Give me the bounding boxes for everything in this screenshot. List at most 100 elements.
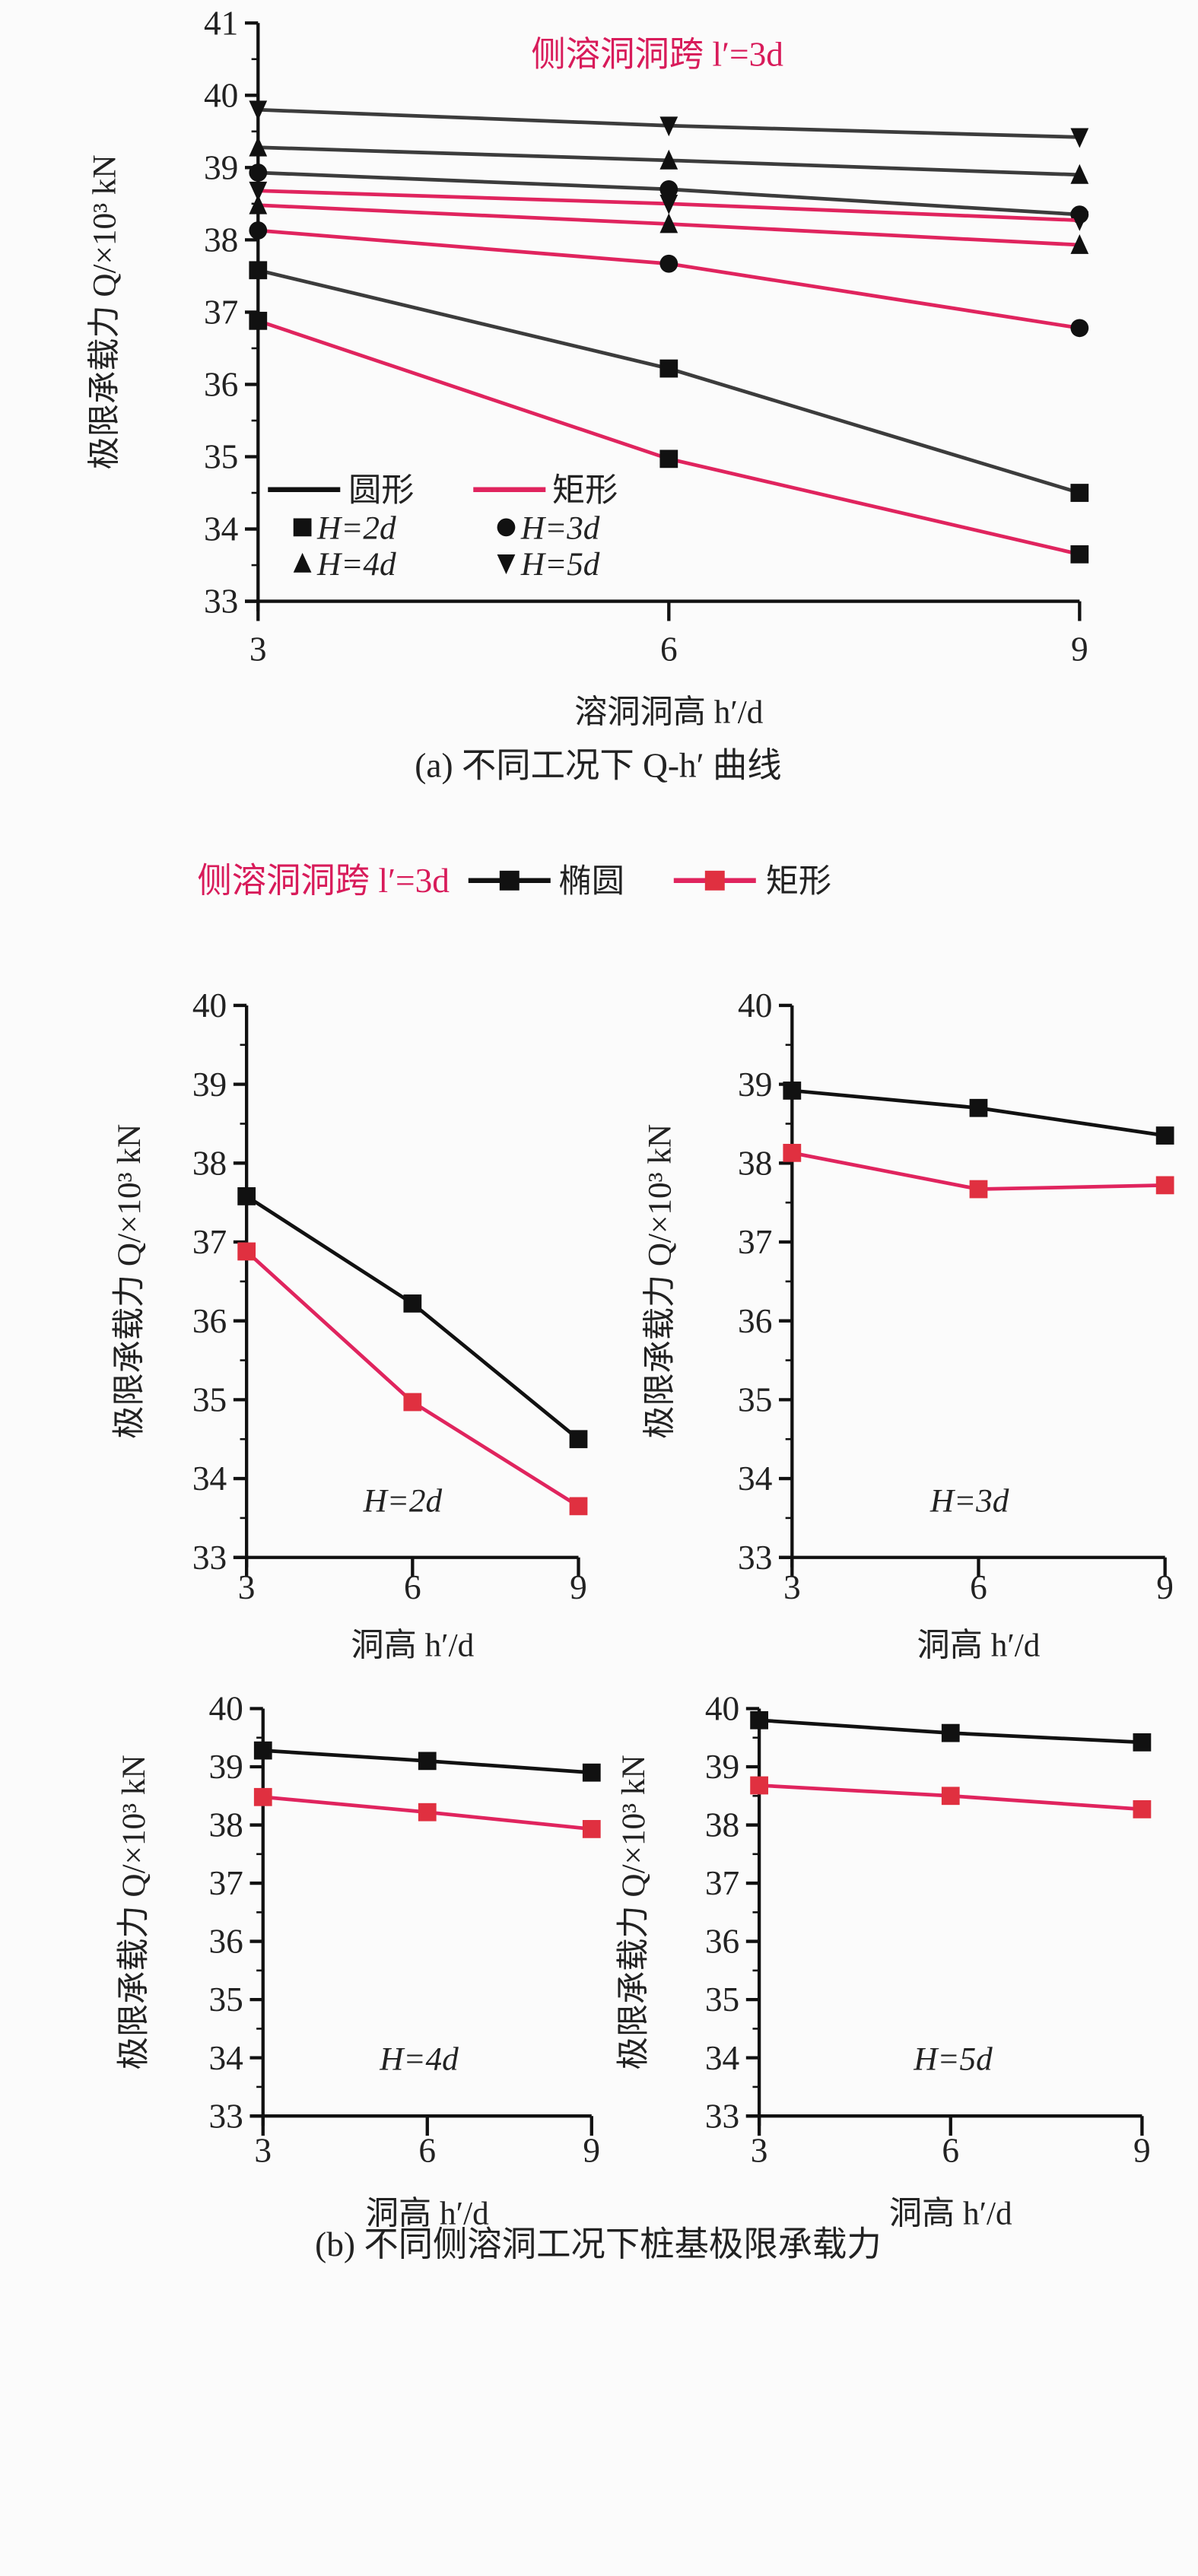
square-marker	[783, 1143, 802, 1162]
square-marker	[582, 1820, 601, 1838]
square-marker	[1070, 545, 1089, 564]
y-axis-label: 极限承载力 Q/×10³ kN	[642, 1124, 678, 1439]
y-tick-label: 36	[204, 366, 238, 404]
x-tick-label: 9	[1156, 1568, 1174, 1606]
triangle-up-marker	[659, 149, 678, 170]
legend-ellipse-marker	[499, 870, 520, 891]
y-tick-label: 39	[192, 1066, 227, 1104]
square-marker	[237, 1187, 256, 1205]
series-ellipse-2	[249, 136, 1089, 184]
series-rect-6	[249, 194, 1089, 254]
y-tick-label: 34	[738, 1460, 772, 1498]
x-axis-label: 洞高 h′/d	[889, 2196, 1012, 2232]
triangle-up-marker	[293, 552, 312, 573]
legend: 圆形 矩形 H=2d H=3d H=4d H=5d	[268, 473, 618, 583]
subplot-annotation: H=3d	[929, 1483, 1009, 1519]
square-marker	[403, 1393, 422, 1412]
series-rect-1	[750, 1776, 1152, 1818]
y-tick-label: 34	[192, 1460, 227, 1498]
triangle-down-marker	[659, 116, 678, 137]
square-marker	[293, 518, 312, 537]
y-tick-label: 41	[204, 4, 238, 42]
x-tick-label: 3	[783, 1568, 801, 1606]
chart-title: 侧溶洞洞跨 l′=3d	[531, 35, 783, 73]
series-ellipse-0	[253, 1741, 601, 1782]
x-tick-label: 6	[418, 2132, 436, 2170]
legend-rect-label: 矩形	[552, 473, 618, 509]
circle-marker	[659, 179, 678, 199]
triangle-up-marker	[1070, 164, 1089, 184]
series-ellipse-0	[783, 1082, 1174, 1145]
circle-marker	[1070, 319, 1089, 338]
triangle-up-marker	[249, 136, 268, 157]
y-tick-label: 39	[738, 1066, 772, 1104]
x-tick-label: 9	[583, 2132, 600, 2170]
series-ellipse-0	[750, 1710, 1152, 1752]
y-tick-label: 40	[738, 986, 772, 1024]
legend-rect-label: 矩形	[766, 864, 831, 900]
y-tick-label: 33	[705, 2097, 739, 2135]
square-marker	[569, 1497, 588, 1516]
square-marker	[1155, 1126, 1174, 1145]
y-tick-label: 36	[738, 1302, 772, 1340]
caption-b: (b) 不同侧溶洞工况下桩基极限承载力	[315, 2225, 882, 2263]
y-tick-label: 38	[738, 1144, 772, 1182]
y-tick-label: 38	[192, 1144, 227, 1182]
y-tick-label: 33	[192, 1539, 227, 1577]
x-tick-label: 6	[660, 630, 678, 668]
square-marker	[249, 311, 268, 330]
y-tick-label: 38	[204, 221, 238, 259]
legend-marker-label: H=2d	[316, 511, 396, 547]
square-marker	[237, 1242, 256, 1261]
series-ellipse-0	[237, 1187, 588, 1449]
y-tick-label: 33	[204, 583, 238, 621]
y-tick-label: 35	[738, 1381, 772, 1419]
square-marker	[783, 1082, 802, 1100]
triangle-down-marker	[497, 554, 516, 574]
y-tick-label: 37	[705, 1864, 739, 1902]
x-tick-label: 6	[942, 2132, 959, 2170]
square-marker	[1155, 1176, 1174, 1195]
legend-rect-marker	[704, 870, 725, 891]
x-tick-label: 9	[1133, 2132, 1151, 2170]
y-tick-label: 36	[705, 1923, 739, 1961]
y-tick-label: 34	[208, 2039, 243, 2077]
y-tick-label: 35	[192, 1381, 227, 1419]
square-marker	[659, 449, 678, 469]
y-tick-label: 34	[705, 2039, 739, 2077]
x-tick-label: 3	[254, 2132, 272, 2170]
subplot-annotation: H=2d	[363, 1483, 443, 1519]
triangle-down-marker	[659, 194, 678, 214]
series-rect-1	[253, 1787, 601, 1838]
y-tick-label: 35	[705, 1980, 739, 2019]
square-marker	[253, 1741, 272, 1760]
y-axis-label: 极限承载力 Q/×10³ kN	[112, 1124, 148, 1439]
subplot-annotation: H=4d	[379, 2042, 459, 2078]
y-axis-label: 极限承载力 Q/×10³ kN	[616, 1755, 652, 2069]
x-tick-label: 9	[570, 1568, 587, 1606]
square-marker	[941, 1723, 960, 1742]
circle-marker	[249, 164, 268, 182]
y-tick-label: 36	[208, 1923, 243, 1961]
legend-ellipse-label: 椭圆	[559, 864, 624, 900]
square-marker	[941, 1787, 960, 1806]
y-tick-label: 40	[192, 986, 227, 1024]
x-tick-label: 9	[1071, 630, 1088, 668]
series-rect-5	[249, 221, 1089, 338]
y-tick-label: 37	[738, 1223, 772, 1261]
x-tick-label: 6	[970, 1568, 987, 1606]
series-rect-1	[237, 1242, 588, 1516]
y-tick-label: 37	[204, 294, 238, 332]
triangle-down-marker	[249, 100, 268, 121]
x-tick-label: 6	[404, 1568, 421, 1606]
y-tick-label: 36	[192, 1302, 227, 1340]
square-marker	[659, 359, 678, 378]
y-tick-label: 38	[705, 1806, 739, 1844]
y-axis-label: 极限承载力 Q/×10³ kN	[116, 1755, 152, 2069]
